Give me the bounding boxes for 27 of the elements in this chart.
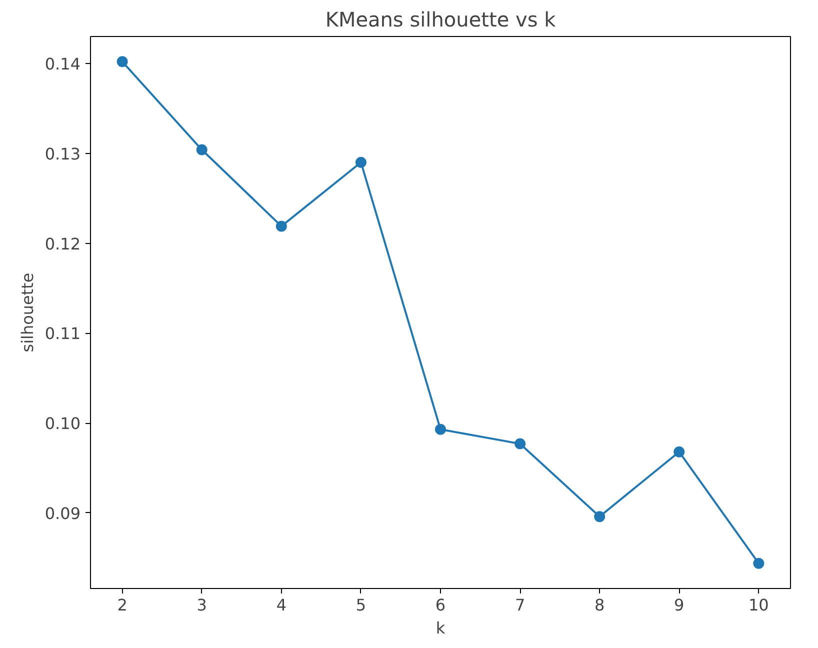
y-tick-label: 0.11 xyxy=(44,324,80,344)
point xyxy=(355,156,366,168)
point xyxy=(594,511,606,522)
x-tick-label: 2 xyxy=(117,596,128,614)
x-tick-label: 7 xyxy=(514,596,526,614)
chart-title: KMeans silhouette vs k xyxy=(325,8,556,32)
x-tick-label: 4 xyxy=(276,596,287,614)
point xyxy=(116,56,128,68)
y-axis-title: silhouette xyxy=(18,272,37,352)
point xyxy=(514,438,526,450)
point xyxy=(753,558,764,569)
x-tick-label: 8 xyxy=(594,596,605,614)
y-tick-label: 0.13 xyxy=(44,144,80,164)
point xyxy=(196,144,208,156)
y-tick-label: 0.10 xyxy=(44,414,80,434)
x-tick-label: 6 xyxy=(435,596,446,614)
x-tick-label: 5 xyxy=(356,596,366,614)
x-tick-label: 9 xyxy=(674,596,684,614)
y-tick-label: 0.14 xyxy=(44,54,80,74)
x-tick-label: 10 xyxy=(748,596,769,614)
y-tick-label: 0.12 xyxy=(44,234,80,254)
point xyxy=(276,220,287,232)
point xyxy=(435,424,446,435)
x-axis-title: k xyxy=(436,618,446,638)
x-tick-label: 3 xyxy=(196,596,207,614)
point xyxy=(674,446,685,458)
y-tick-label: 0.09 xyxy=(44,504,80,523)
